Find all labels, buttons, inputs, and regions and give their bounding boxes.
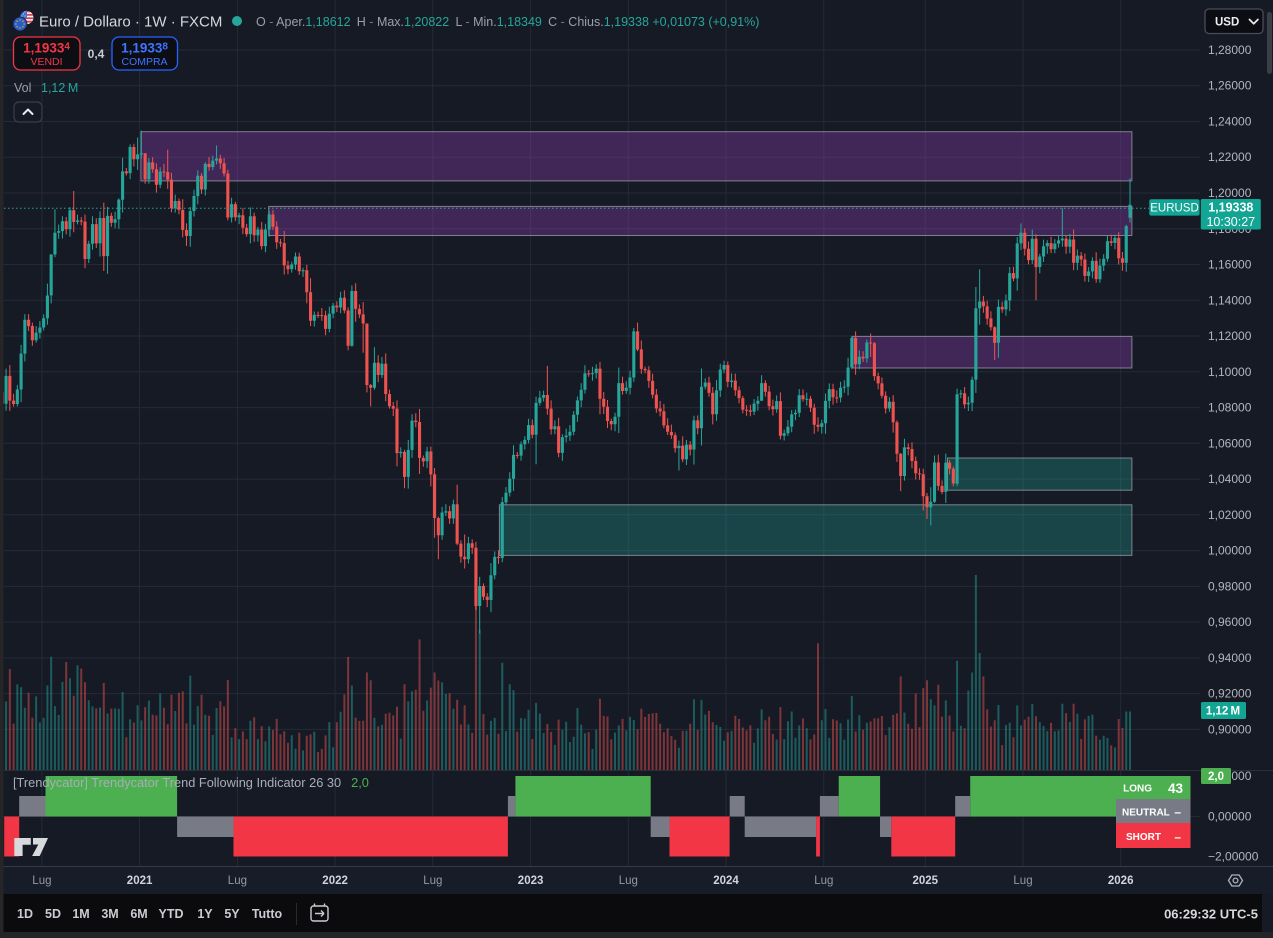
svg-text:Lug: Lug [1013,875,1032,887]
svg-text:USD: USD [1215,17,1239,29]
svg-text:0,00000: 0,00000 [1208,810,1252,824]
svg-text:1,12000: 1,12000 [1208,329,1252,343]
svg-text:COMPRA: COMPRA [121,56,167,68]
svg-text:Vol: Vol [14,81,31,95]
svg-text:1,16000: 1,16000 [1208,258,1252,272]
svg-text:1,10000: 1,10000 [1208,365,1252,379]
svg-text:1,06000: 1,06000 [1208,436,1252,450]
svg-text:YTD: YTD [159,907,184,921]
svg-text:1,28000: 1,28000 [1208,43,1252,57]
svg-text:O - Aper.1,18612 H - Max.1,208: O - Aper.1,18612 H - Max.1,20822 L - Min… [256,15,759,29]
svg-text:1,14000: 1,14000 [1208,293,1252,307]
svg-text:Lug: Lug [228,875,247,887]
svg-text:1,20000: 1,20000 [1208,186,1252,200]
svg-text:Lug: Lug [423,875,442,887]
svg-text:1,02000: 1,02000 [1208,508,1252,522]
svg-text:Lug: Lug [32,875,51,887]
svg-text:6M: 6M [130,907,147,921]
svg-text:1,00000: 1,00000 [1208,544,1252,558]
svg-text:1,19338: 1,19338 [121,41,168,56]
svg-text:−2,00000: −2,00000 [1208,850,1259,864]
svg-text:1,26000: 1,26000 [1208,79,1252,93]
svg-text:1,19338: 1,19338 [1208,201,1253,215]
svg-text:NEUTRAL: NEUTRAL [1122,808,1170,819]
svg-text:5D: 5D [45,907,61,921]
svg-text:EURUSD: EURUSD [1150,203,1199,215]
svg-text:LONG: LONG [1123,784,1152,795]
svg-text:1,19334: 1,19334 [23,41,70,56]
svg-text:2,0: 2,0 [1208,771,1224,783]
svg-text:[Trendycator] Trendycator Tren: [Trendycator] Trendycator Trend Followin… [13,775,369,790]
svg-text:2022: 2022 [322,875,348,887]
svg-text:–: – [1174,830,1181,844]
svg-text:1,04000: 1,04000 [1208,472,1252,486]
svg-text:Lug: Lug [814,875,833,887]
svg-text:–: – [1174,805,1181,819]
svg-text:06:29:32 UTC-5: 06:29:32 UTC-5 [1164,907,1258,922]
svg-text:VENDI: VENDI [30,56,62,68]
svg-text:2025: 2025 [913,875,939,887]
svg-text:SHORT: SHORT [1126,832,1161,843]
svg-text:Tutto: Tutto [252,907,283,921]
svg-text:43: 43 [1168,781,1184,796]
svg-text:1,24000: 1,24000 [1208,115,1252,129]
svg-text:0,96000: 0,96000 [1208,615,1252,629]
svg-text:0,92000: 0,92000 [1208,687,1252,701]
svg-text:2026: 2026 [1108,875,1134,887]
svg-text:1D: 1D [17,907,33,921]
svg-text:10:30:27: 10:30:27 [1206,215,1255,229]
svg-text:0,90000: 0,90000 [1208,722,1252,736]
svg-text:3M: 3M [101,907,118,921]
svg-text:2024: 2024 [713,875,739,887]
svg-text:Lug: Lug [619,875,638,887]
svg-text:5Y: 5Y [224,907,240,921]
svg-text:Euro / Dollaro · 1W · FXCM: Euro / Dollaro · 1W · FXCM [39,14,222,31]
svg-text:1,08000: 1,08000 [1208,401,1252,415]
svg-text:0,94000: 0,94000 [1208,651,1252,665]
svg-text:0,98000: 0,98000 [1208,579,1252,593]
svg-text:1M: 1M [72,907,89,921]
svg-text:0,4: 0,4 [88,47,105,61]
svg-text:2021: 2021 [127,875,153,887]
svg-text:1,12 M: 1,12 M [41,81,78,95]
svg-text:2023: 2023 [518,875,544,887]
svg-text:1,22000: 1,22000 [1208,150,1252,164]
svg-text:1Y: 1Y [197,907,213,921]
svg-text:1,12 M: 1,12 M [1206,706,1240,718]
